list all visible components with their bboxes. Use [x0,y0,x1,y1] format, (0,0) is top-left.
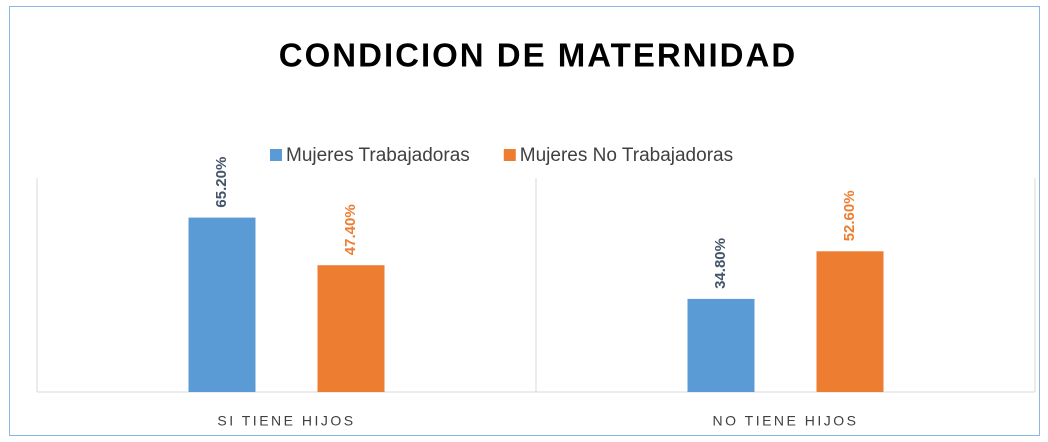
legend-swatch [270,149,282,161]
x-tick-label: NO TIENE HIJOS [713,413,859,429]
bar [317,265,385,392]
data-label: 34.80% [712,238,729,289]
legend-swatch [503,149,516,161]
x-tick-label: SI TIENE HIJOS [217,413,355,429]
legend-label: Mujeres Trabajadoras [286,145,470,166]
legend-label: Mujeres No Trabajadoras [520,145,733,166]
bar [188,217,256,392]
bar [816,251,884,392]
data-label: 47.40% [342,204,359,255]
data-label: 65.20% [213,157,230,208]
chart-title: CONDICION DE MATERNIDAD [279,37,797,74]
bar [687,298,755,392]
data-label: 52.60% [841,190,858,241]
